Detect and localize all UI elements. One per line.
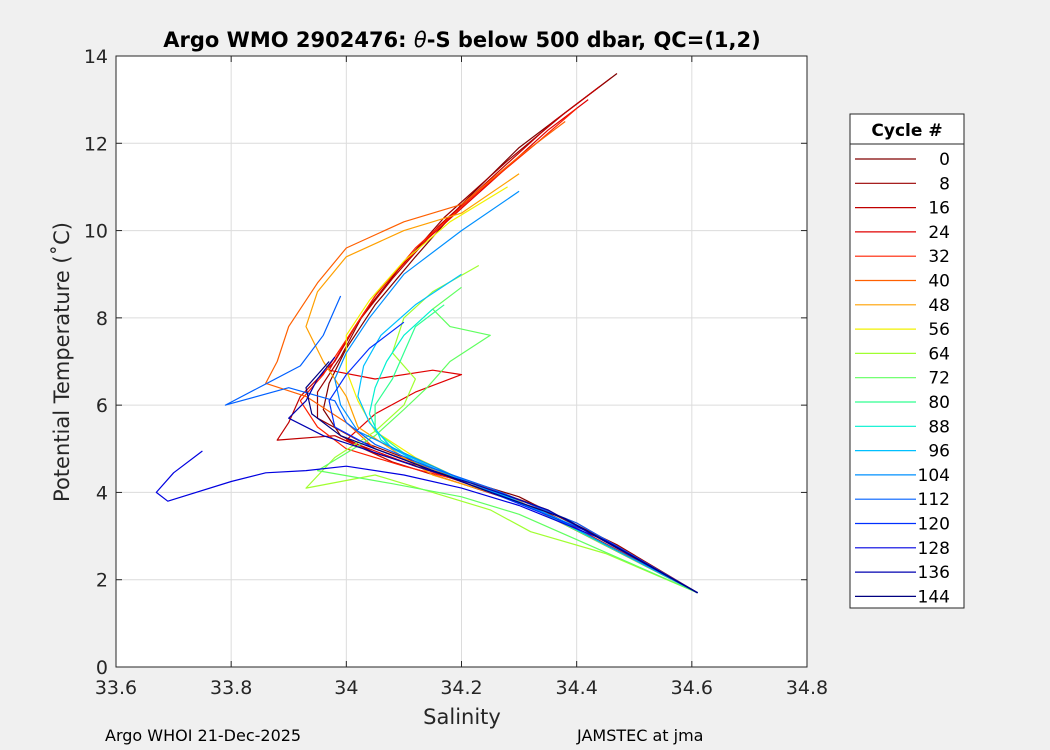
- y-tick-label: 0: [96, 657, 108, 679]
- x-tick-label: 34.6: [671, 677, 713, 699]
- y-tick-label: 6: [96, 395, 108, 417]
- x-tick-label: 33.8: [210, 677, 252, 699]
- series-line-cycle-40: [265, 121, 698, 594]
- legend: Cycle # 0 8 16 24 32 40 48 56 64 72 80 88 96 104 112 12…: [849, 113, 965, 609]
- y-axis-label: Potential Temperature (˚C): [50, 222, 74, 502]
- legend-box: [849, 113, 965, 609]
- series-line-cycle-48: [305, 173, 698, 594]
- legend-label-32: 32: [928, 247, 950, 267]
- y-tick-label: 8: [96, 308, 108, 330]
- y-tick-label: 2: [96, 570, 108, 592]
- legend-label-40: 40: [928, 272, 950, 292]
- x-tick-label: 34.4: [556, 677, 598, 699]
- y-tick-label: 10: [84, 221, 108, 243]
- legend-label-88: 88: [928, 417, 950, 437]
- legend-label-56: 56: [928, 320, 950, 340]
- y-tick-label: 14: [84, 46, 108, 68]
- legend-label-104: 104: [918, 466, 950, 486]
- legend-label-96: 96: [928, 442, 950, 462]
- series-line-cycle-136: [288, 356, 698, 594]
- legend-label-120: 120: [918, 515, 950, 535]
- series-line-cycle-24: [328, 99, 698, 594]
- x-tick-label: 33.6: [95, 677, 137, 699]
- chart-title: Argo WMO 2902476: θ-S below 500 dbar, QC…: [163, 28, 760, 52]
- x-axis-label: Salinity: [423, 705, 501, 729]
- legend-label-136: 136: [918, 563, 950, 583]
- legend-label-64: 64: [928, 344, 950, 364]
- footer-left: Argo WHOI 21-Dec-2025: [105, 726, 301, 745]
- y-tick-label: 4: [96, 482, 108, 504]
- legend-label-16: 16: [928, 199, 950, 219]
- legend-label-24: 24: [928, 223, 950, 243]
- legend-title: Cycle #: [871, 121, 942, 141]
- x-tick-label: 34.2: [440, 677, 482, 699]
- legend-label-112: 112: [918, 490, 950, 510]
- axis-ticks: 33.6 33.8 34 34.2 34.4 34.6 34.8 0 2 4 6 8 10 12 14: [84, 46, 828, 699]
- series-line-cycle-120: [328, 321, 698, 594]
- y-tick-label: 12: [84, 133, 108, 155]
- series-line-cycle-112: [224, 295, 698, 594]
- legend-label-0: 0: [939, 150, 950, 170]
- series-lines: [155, 73, 698, 594]
- x-tick-label: 34.8: [786, 677, 828, 699]
- legend-label-128: 128: [918, 539, 950, 559]
- legend-label-72: 72: [928, 369, 950, 389]
- x-tick-label: 34: [334, 677, 358, 699]
- legend-label-8: 8: [939, 174, 950, 194]
- legend-label-80: 80: [928, 393, 950, 413]
- series-line-cycle-144: [305, 361, 698, 594]
- legend-label-48: 48: [928, 296, 950, 316]
- series-line-cycle-64: [305, 264, 698, 594]
- series-line-cycle-128: [155, 450, 698, 594]
- legend-label-144: 144: [918, 587, 950, 607]
- footer-right: JAMSTEC at jma: [576, 726, 703, 745]
- series-line-cycle-72: [316, 286, 698, 594]
